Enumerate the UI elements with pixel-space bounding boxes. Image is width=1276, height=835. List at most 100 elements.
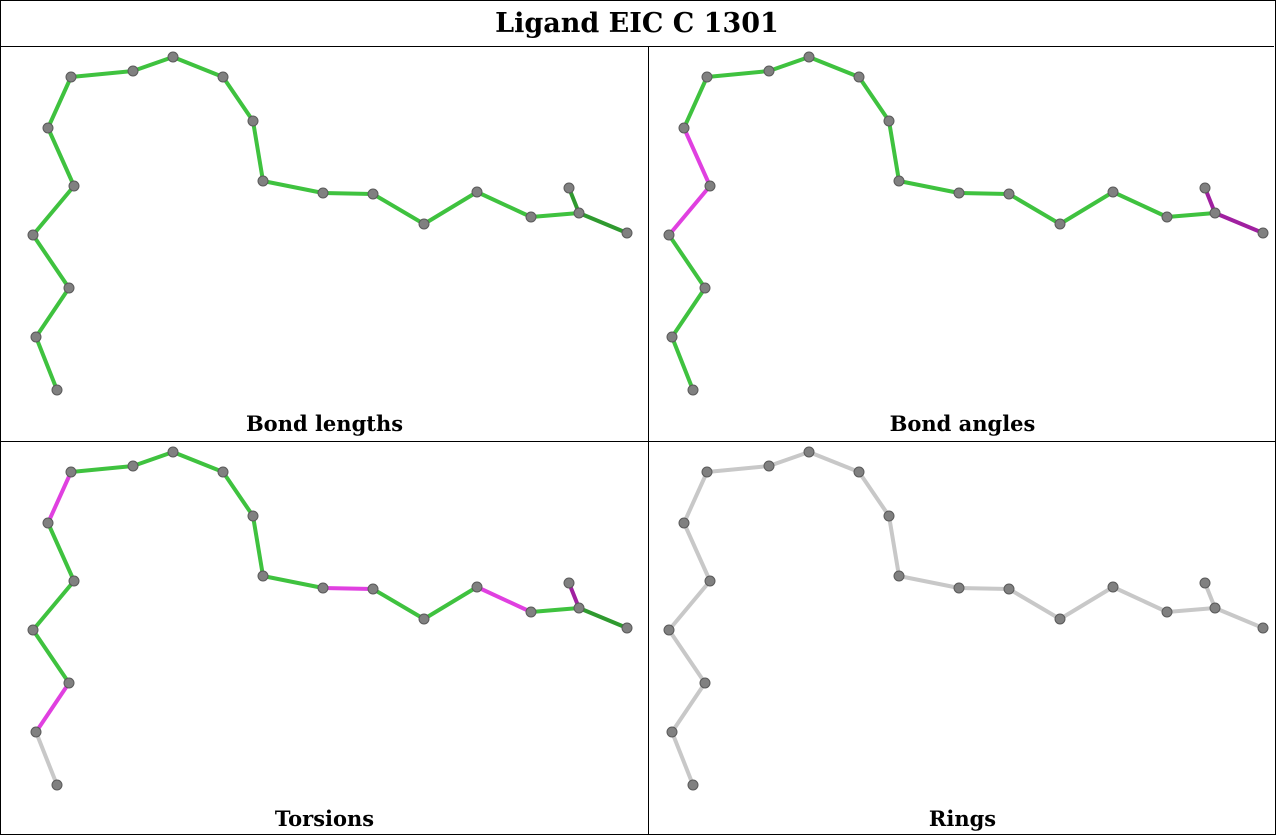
bond-17-19 <box>1213 211 1265 235</box>
atom-12 <box>317 582 329 594</box>
bond-12-13 <box>321 586 375 591</box>
bond-14-15 <box>422 585 479 621</box>
bond-4-5 <box>46 126 76 188</box>
bond-9-10 <box>857 470 891 518</box>
bond-5-6 <box>682 75 709 130</box>
atom-7 <box>127 460 139 472</box>
bond-17-19 <box>577 211 629 235</box>
bond-13-14 <box>1007 192 1062 226</box>
atom-19 <box>621 622 633 634</box>
molecule-rings <box>663 446 1269 791</box>
bond-1-2 <box>670 681 707 734</box>
bond-6-7 <box>705 464 771 474</box>
atom-9 <box>853 71 865 83</box>
bond-7-8 <box>131 450 175 468</box>
bond-9-10 <box>221 75 255 123</box>
bond-2-3 <box>667 233 707 290</box>
atom-15 <box>1107 581 1119 593</box>
bond-1-2 <box>34 681 71 734</box>
atom-6 <box>65 466 77 478</box>
atom-18 <box>563 577 575 589</box>
atom-12 <box>953 582 965 594</box>
bond-6-7 <box>705 69 771 79</box>
bond-8-9 <box>171 55 225 79</box>
panel-caption: Rings <box>928 806 997 831</box>
bond-4-5 <box>682 521 712 583</box>
bond-3-4 <box>31 579 76 632</box>
bond-3-4 <box>667 579 712 632</box>
bond-14-15 <box>1058 585 1115 621</box>
bond-8-9 <box>807 450 861 474</box>
atom-19 <box>621 227 633 239</box>
atom-15 <box>1107 186 1119 198</box>
atom-4 <box>704 180 716 192</box>
bond-17-19 <box>1213 606 1265 630</box>
bond-13-14 <box>1007 587 1062 621</box>
bond-9-10 <box>857 75 891 123</box>
atom-5 <box>678 122 690 134</box>
atom-11 <box>257 175 269 187</box>
bond-15-16 <box>475 190 533 219</box>
panel-bond-angles: Bond angles <box>649 47 1276 441</box>
atom-8 <box>167 51 179 63</box>
atom-13 <box>1003 188 1015 200</box>
bond-16-17 <box>529 606 581 614</box>
atom-2 <box>63 677 75 689</box>
bond-13-14 <box>371 192 426 226</box>
atom-17 <box>573 207 585 219</box>
atom-9 <box>853 466 865 478</box>
atom-10 <box>883 115 895 127</box>
atom-6 <box>701 71 713 83</box>
atom-1 <box>666 726 678 738</box>
atom-13 <box>367 188 379 200</box>
atom-17 <box>1209 602 1221 614</box>
atom-7 <box>763 65 775 77</box>
bond-3-4 <box>667 184 712 237</box>
atom-17 <box>1209 207 1221 219</box>
atom-17 <box>573 602 585 614</box>
atom-16 <box>1161 211 1173 223</box>
bond-8-9 <box>171 450 225 474</box>
atom-14 <box>418 218 430 230</box>
atom-2 <box>699 677 711 689</box>
atom-1 <box>30 331 42 343</box>
atom-8 <box>167 446 179 458</box>
atom-0 <box>51 779 63 791</box>
atom-14 <box>1054 218 1066 230</box>
atom-0 <box>687 779 699 791</box>
panel-caption: Torsions <box>274 806 375 831</box>
atom-0 <box>51 384 63 396</box>
atom-11 <box>893 175 905 187</box>
molecule-bond-angles <box>663 51 1269 396</box>
atom-8 <box>803 446 815 458</box>
bond-0-1 <box>670 730 695 787</box>
bond-12-13 <box>957 586 1011 591</box>
atom-10 <box>883 510 895 522</box>
bond-11-12 <box>897 574 961 590</box>
bond-10-11 <box>251 514 265 578</box>
bond-10-11 <box>887 514 901 578</box>
atom-9 <box>217 71 229 83</box>
atom-5 <box>678 517 690 529</box>
atom-14 <box>1054 613 1066 625</box>
panel-caption: Bond angles <box>889 411 1036 436</box>
bond-14-15 <box>422 190 479 226</box>
bond-14-15 <box>1058 190 1115 226</box>
atom-12 <box>953 187 965 199</box>
bond-12-13 <box>957 191 1011 196</box>
atom-13 <box>1003 583 1015 595</box>
bond-1-2 <box>34 286 71 339</box>
atom-2 <box>63 282 75 294</box>
atom-16 <box>525 606 537 618</box>
atom-1 <box>666 331 678 343</box>
atom-3 <box>27 624 39 636</box>
bond-15-16 <box>475 585 533 614</box>
atom-10 <box>247 115 259 127</box>
atom-16 <box>1161 606 1173 618</box>
bond-4-5 <box>682 126 712 188</box>
bond-11-12 <box>261 574 325 590</box>
bond-6-7 <box>69 69 135 79</box>
molecule-bond-lengths <box>27 51 633 396</box>
bond-17-19 <box>577 606 629 630</box>
bond-2-3 <box>31 233 71 290</box>
